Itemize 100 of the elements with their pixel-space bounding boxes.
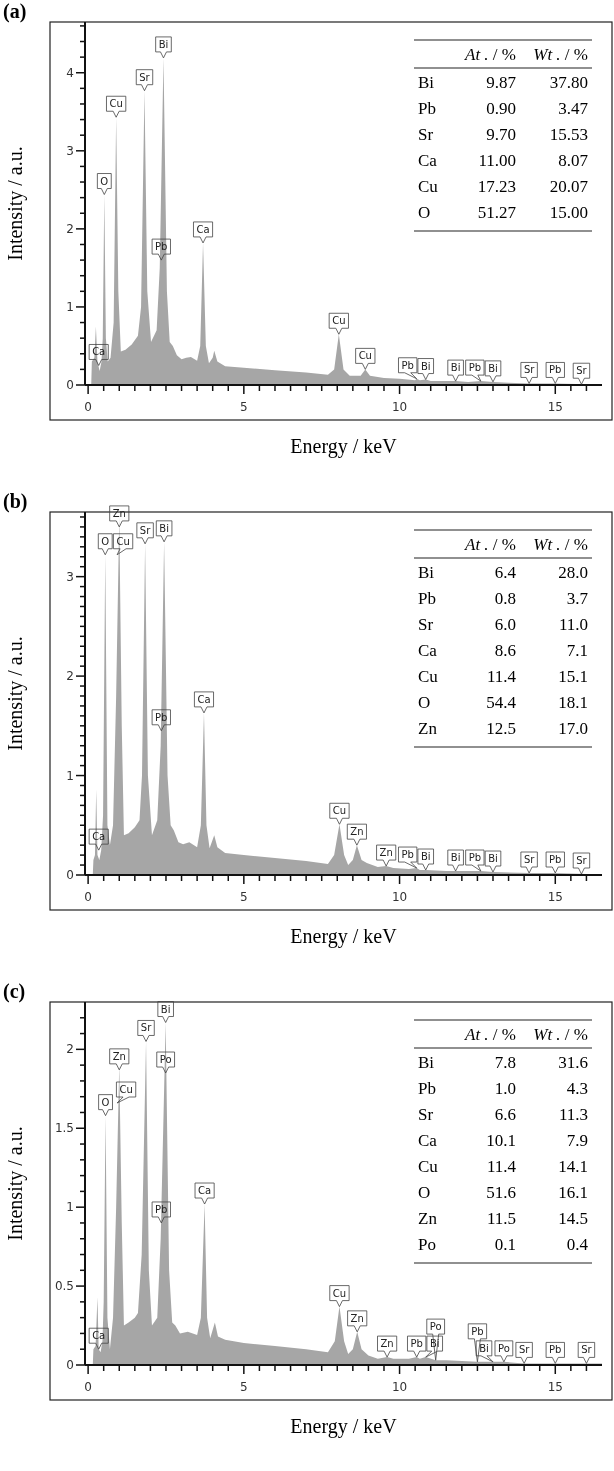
annotation: O	[101, 535, 110, 547]
annotation: Pb	[401, 359, 414, 371]
annotation: 11.3	[558, 1105, 588, 1124]
annotation: Pb	[155, 1203, 168, 1215]
annotation: 37.80	[549, 73, 588, 92]
x-tick-label: 15	[547, 890, 563, 904]
chart-title: (c)	[3, 980, 26, 1003]
annotation: 31.6	[558, 1053, 588, 1072]
annotation: 51.6	[486, 1183, 516, 1202]
annotation: O	[418, 693, 431, 712]
annotation: Bi	[479, 1342, 489, 1354]
annotation: 0.1	[494, 1235, 516, 1254]
annotation: Sr	[418, 125, 434, 144]
annotation: Pb	[401, 849, 414, 861]
annotation: Ca	[92, 346, 106, 358]
y-tick-label: 2	[66, 669, 74, 684]
annotation: Zn	[379, 847, 393, 859]
annotation: At . / %	[464, 535, 516, 554]
annotation: At . / %	[464, 1025, 516, 1044]
annotation: Sr	[523, 364, 536, 376]
annotation: Ca	[92, 831, 106, 843]
y-tick-label: 1	[66, 1200, 74, 1215]
y-axis-title: Intensity / a.u.	[4, 146, 27, 261]
x-tick-label: 5	[240, 1380, 248, 1394]
annotation: Cu	[358, 350, 372, 362]
annotation: 0.90	[486, 99, 516, 118]
annotation: Bi	[160, 1003, 171, 1015]
annotation: O	[101, 1096, 110, 1108]
annotation: O	[418, 1183, 431, 1202]
annotation: Cu	[109, 98, 123, 110]
annotation: Zn	[380, 1338, 394, 1350]
y-tick-label: 4	[66, 65, 74, 80]
annotation: Pb	[468, 362, 482, 374]
annotation: Po	[159, 1054, 172, 1066]
annotation: Bi	[450, 362, 461, 374]
annotation: Wt . / %	[533, 1025, 588, 1044]
annotation: Pb	[549, 364, 562, 376]
y-tick-label: 0	[66, 868, 74, 882]
annotation: Ca	[92, 1330, 106, 1342]
annotation: Wt . / %	[533, 535, 588, 554]
annotation: Pb	[155, 711, 168, 723]
annotation: Bi	[158, 38, 169, 50]
annotation: Pb	[549, 1344, 562, 1356]
annotation: 9.87	[486, 73, 517, 92]
annotation: Sr	[518, 1344, 531, 1356]
y-tick-label: 0	[66, 1358, 74, 1372]
y-tick-label: 0.5	[54, 1279, 74, 1294]
annotation: Zn	[350, 826, 364, 838]
annotation: 15.00	[549, 203, 588, 222]
annotation: 11.4	[486, 667, 517, 686]
y-tick-label: 1	[66, 299, 74, 314]
annotation: Sr	[576, 365, 588, 377]
annotation: 16.1	[558, 1183, 588, 1202]
x-axis-title: Energy / keV	[290, 435, 398, 458]
annotation: Ca	[196, 223, 210, 235]
annotation: 10.1	[486, 1131, 516, 1150]
annotation: Pb	[468, 852, 482, 864]
annotation: 6.4	[494, 563, 517, 582]
annotation: Sr	[576, 855, 588, 867]
annotation: 3.47	[558, 99, 589, 118]
annotation: 7.9	[566, 1131, 588, 1150]
x-tick-label: 15	[547, 1380, 563, 1394]
annotation: 7.8	[494, 1053, 516, 1072]
annotation: 12.5	[486, 719, 516, 738]
annotation: 51.27	[477, 203, 517, 222]
chart-title: (a)	[3, 0, 27, 23]
y-tick-label: 3	[66, 569, 74, 584]
y-tick-label: 3	[66, 143, 74, 158]
annotation: Cu	[418, 177, 439, 196]
annotation: 14.5	[558, 1209, 588, 1228]
annotation: Cu	[332, 805, 347, 817]
x-tick-label: 5	[240, 400, 248, 414]
annotation: Sr	[140, 1022, 153, 1034]
annotation: Bi	[488, 362, 498, 374]
annotation: 17.0	[558, 719, 588, 738]
annotation: 0.8	[494, 589, 516, 608]
annotation: Bi	[418, 1053, 435, 1072]
annotation: Cu	[116, 535, 130, 547]
x-tick-label: 10	[391, 400, 408, 414]
annotation: Zn	[350, 1312, 364, 1324]
annotation: Bi	[488, 853, 498, 865]
annotation: Bi	[429, 1338, 440, 1350]
x-tick-label: 0	[84, 400, 92, 414]
annotation: 18.1	[558, 693, 588, 712]
annotation: Ca	[198, 1185, 212, 1197]
annotation: 28.0	[558, 563, 588, 582]
y-tick-label: 0	[66, 378, 74, 392]
annotation: Sr	[581, 1344, 593, 1356]
annotation: 11.5	[486, 1209, 516, 1228]
annotation: 11.4	[486, 1157, 517, 1176]
annotation: O	[418, 203, 431, 222]
y-tick-label: 1	[66, 768, 74, 783]
annotation: 15.53	[549, 125, 588, 144]
annotation: Cu	[332, 315, 346, 327]
x-tick-label: 0	[84, 1380, 92, 1394]
annotation: Sr	[418, 1105, 434, 1124]
annotation: 9.70	[486, 125, 516, 144]
y-tick-label: 1.5	[54, 1121, 74, 1136]
annotation: 20.07	[549, 177, 589, 196]
annotation: Bi	[418, 73, 435, 92]
